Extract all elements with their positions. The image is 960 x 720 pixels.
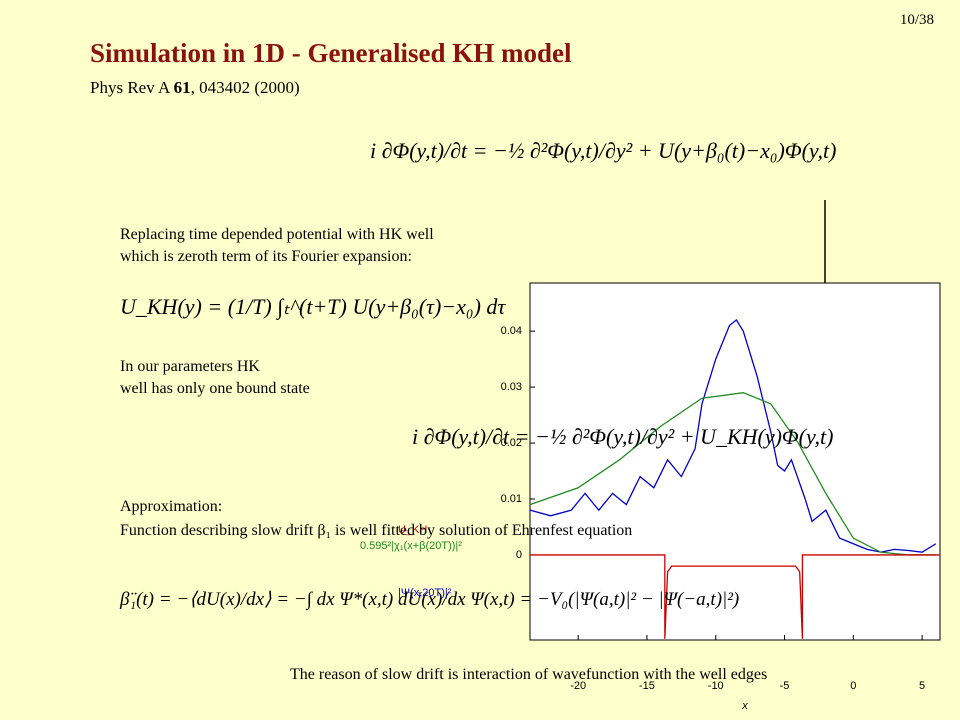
plot-frame xyxy=(529,282,941,641)
x-tick-label: -20 xyxy=(570,680,586,692)
legend-label: 0.595²|χ₁(x+β(20T))|² xyxy=(360,540,462,552)
y-tick-label: 0.01 xyxy=(501,493,522,505)
equation: U_KH(y) = (1/T) ∫ₜ^(t+T) U(y+β₀(τ)−x₀) d… xyxy=(120,294,506,319)
y-tick-label: 0.04 xyxy=(501,325,522,337)
line: well has only one bound state xyxy=(120,380,310,397)
equation: i ∂Φ(y,t)/∂t = −½ ∂²Φ(y,t)/∂y² + U(y+β₀(… xyxy=(370,138,837,163)
y-tick-label: 0 xyxy=(516,549,522,561)
paragraph: In our parameters HK well has only one bo… xyxy=(120,356,310,400)
series-line xyxy=(529,318,937,553)
legend-label: U_KH xyxy=(398,524,427,536)
x-tick-label: 5 xyxy=(919,680,925,692)
paragraph: Function describing slow drift β₁ is wel… xyxy=(120,522,633,539)
x-tick-label: -15 xyxy=(639,680,655,692)
reference: Phys Rev A 61, 043402 (2000) xyxy=(90,78,300,98)
series-line xyxy=(530,554,940,639)
x-tick-label: 0 xyxy=(850,680,856,692)
y-tick-label: 0.03 xyxy=(501,381,522,393)
line: Replacing time depended potential with H… xyxy=(120,226,434,243)
paragraph: Replacing time depended potential with H… xyxy=(120,224,434,268)
x-tick-label: -5 xyxy=(780,680,790,692)
reference-rest: , 043402 (2000) xyxy=(190,78,300,97)
title: Simulation in 1D - Generalised KH model xyxy=(90,38,572,68)
legend-label: |Ψ(x,20T)|² xyxy=(398,587,452,599)
line: In our parameters HK xyxy=(120,358,260,375)
x-tick-label: -10 xyxy=(708,680,724,692)
equation: β̈₁(t) = −⟨dU(x)/dx⟩ = −∫ dx Ψ*(x,t) dU(… xyxy=(120,589,740,610)
paragraph: The reason of slow drift is interaction … xyxy=(290,666,768,683)
series-line xyxy=(529,392,936,556)
equation: i ∂Φ(y,t)/∂t = −½ ∂²Φ(y,t)/∂y² + U_KH(y)… xyxy=(412,424,834,449)
x-axis-label: x xyxy=(741,700,748,712)
volume: 61 xyxy=(173,78,191,97)
journal: Phys Rev A xyxy=(90,78,174,97)
heading: Approximation: xyxy=(120,498,223,515)
page-number: 10/38 xyxy=(899,12,934,28)
y-tick-label: 0.02 xyxy=(501,437,522,449)
line: which is zeroth term of its Fourier expa… xyxy=(120,248,412,265)
